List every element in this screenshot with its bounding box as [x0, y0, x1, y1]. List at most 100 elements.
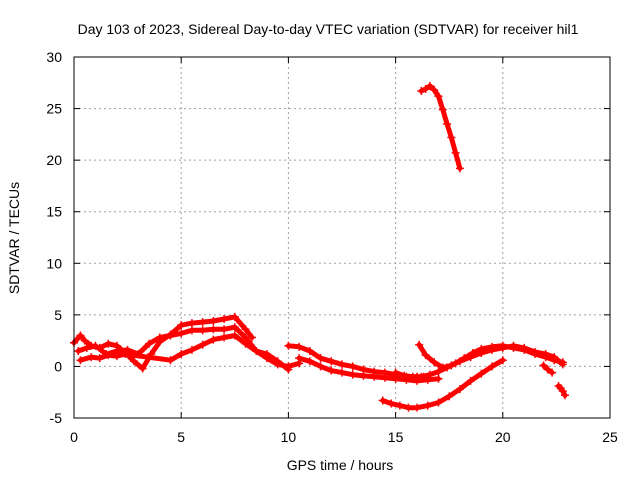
- series-track-c: [76, 331, 304, 371]
- data-point: [187, 326, 196, 335]
- data-point: [230, 323, 239, 332]
- data-point: [488, 362, 497, 371]
- data-point: [305, 346, 314, 355]
- data-point: [477, 349, 486, 358]
- data-point: [509, 341, 518, 350]
- data-point: [104, 339, 113, 348]
- data-point: [187, 319, 196, 328]
- data-point: [400, 371, 409, 380]
- series-track-g: [415, 340, 567, 372]
- series-line: [418, 83, 463, 171]
- data-point: [378, 396, 387, 405]
- data-point: [209, 317, 218, 326]
- data-point: [391, 368, 400, 377]
- data-point: [327, 366, 336, 375]
- data-point: [558, 387, 567, 396]
- data-point: [425, 81, 434, 90]
- data-point: [408, 372, 417, 381]
- data-point: [316, 362, 325, 371]
- data-point: [348, 370, 357, 379]
- data-point: [443, 120, 452, 129]
- data-point: [455, 357, 464, 366]
- data-point: [273, 360, 282, 369]
- data-point: [380, 373, 389, 382]
- data-point: [112, 352, 121, 361]
- data-point: [348, 362, 357, 371]
- data-point: [284, 341, 293, 350]
- data-point: [359, 371, 368, 380]
- data-point: [284, 362, 293, 371]
- series-line: [416, 342, 566, 370]
- data-point: [370, 372, 379, 381]
- data-point: [177, 329, 186, 338]
- data-point: [166, 331, 175, 340]
- data-point: [305, 357, 314, 366]
- x-tick-label: 5: [177, 429, 185, 445]
- series-track-j: [554, 382, 569, 400]
- plot-frame: [73, 56, 611, 419]
- data-point: [430, 358, 439, 367]
- data-point: [209, 325, 218, 334]
- data-point: [209, 335, 218, 344]
- data-point: [455, 164, 464, 173]
- data-point: [550, 353, 559, 362]
- data-point: [455, 385, 464, 394]
- x-axis-title: GPS time / hours: [287, 457, 394, 473]
- data-point: [295, 342, 304, 351]
- data-point: [430, 86, 439, 95]
- y-tick-label: 0: [54, 358, 62, 374]
- x-tick-label: 20: [495, 429, 511, 445]
- series-track-h: [378, 356, 507, 412]
- data-point: [434, 367, 443, 376]
- data-point: [466, 353, 475, 362]
- y-tick-label: 20: [46, 152, 62, 168]
- data-point: [451, 148, 460, 157]
- data-point: [338, 368, 346, 377]
- data-point: [220, 314, 229, 323]
- data-point: [466, 376, 475, 385]
- data-point: [520, 343, 529, 352]
- data-point: [434, 398, 443, 407]
- data-point: [76, 331, 85, 340]
- data-point: [415, 340, 424, 349]
- data-point: [543, 365, 552, 374]
- data-point: [220, 333, 229, 342]
- series-track-i: [539, 361, 557, 377]
- data-point: [445, 392, 454, 401]
- data-point: [121, 350, 130, 359]
- data-point: [434, 92, 443, 101]
- series-track-e: [295, 354, 443, 385]
- data-point: [166, 356, 175, 365]
- data-point: [91, 341, 100, 350]
- data-point: [145, 339, 154, 348]
- data-point: [423, 401, 432, 410]
- data-point: [198, 326, 207, 335]
- series-track-k: [417, 81, 464, 173]
- series-line: [556, 383, 568, 398]
- data-point: [241, 339, 250, 348]
- y-tick-label: 25: [46, 101, 62, 117]
- data-point: [447, 133, 456, 142]
- data-point: [327, 357, 336, 366]
- data-point: [295, 354, 304, 363]
- data-point: [421, 351, 430, 360]
- data-point: [230, 312, 239, 321]
- data-point: [417, 372, 426, 381]
- data-point: [104, 351, 113, 360]
- data-point: [220, 325, 229, 334]
- data-point: [498, 356, 507, 365]
- data-point: [558, 360, 567, 369]
- data-point: [438, 363, 447, 372]
- data-point: [488, 345, 497, 354]
- data-point: [155, 333, 164, 342]
- data-point: [138, 364, 147, 373]
- series-track-a: [70, 312, 256, 373]
- data-point: [417, 87, 426, 96]
- data-point: [198, 318, 207, 327]
- y-tick-label: 30: [46, 49, 62, 65]
- data-point: [252, 346, 261, 355]
- x-tick-label: 10: [281, 429, 297, 445]
- data-point: [95, 354, 104, 363]
- data-point: [530, 347, 539, 356]
- y-tick-label: 15: [46, 204, 62, 220]
